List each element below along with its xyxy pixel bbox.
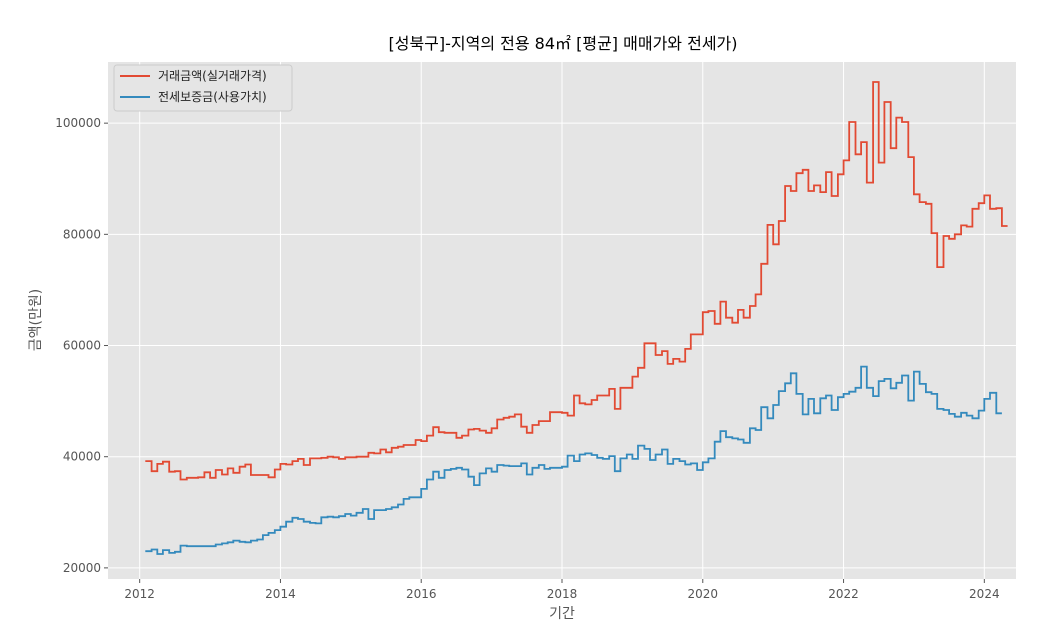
series-trade-price-line — [145, 81, 1008, 481]
y-tick-label: 20000 — [63, 561, 101, 575]
x-tick-label: 2018 — [547, 587, 578, 601]
legend-label-trade-price: 거래금액(실거래가격) — [158, 69, 267, 83]
y-axis-label: 금액(만원) — [28, 289, 44, 351]
x-tick-label: 2022 — [828, 587, 859, 601]
y-axis: 20000 40000 60000 80000 100000 — [55, 116, 108, 575]
x-tick-label: 2020 — [688, 587, 719, 601]
x-axis-label: 기간 — [549, 606, 575, 622]
y-tick-label: 80000 — [63, 227, 101, 241]
y-tick-label: 60000 — [63, 339, 101, 353]
grid — [108, 62, 1016, 579]
x-tick-label: 2012 — [124, 587, 155, 601]
x-tick-label: 2024 — [969, 587, 1000, 601]
legend-frame — [113, 64, 293, 112]
x-tick-label: 2016 — [406, 587, 437, 601]
legend: 거래금액(실거래가격) 전세보증금(사용가치) — [113, 64, 293, 112]
series-jeonse-deposit-line — [145, 365, 1002, 555]
y-tick-label: 100000 — [55, 116, 101, 130]
x-tick-label: 2014 — [265, 587, 296, 601]
legend-label-jeonse-deposit: 전세보증금(사용가치) — [158, 90, 267, 104]
series-layer — [145, 81, 1008, 555]
x-axis: 2012 2014 2016 2018 2020 2022 2024 — [124, 579, 1000, 601]
chart-title: [성북구]-지역의 전용 84㎡ [평균] 매매가와 전세가) — [388, 34, 737, 53]
y-tick-label: 40000 — [63, 450, 101, 464]
